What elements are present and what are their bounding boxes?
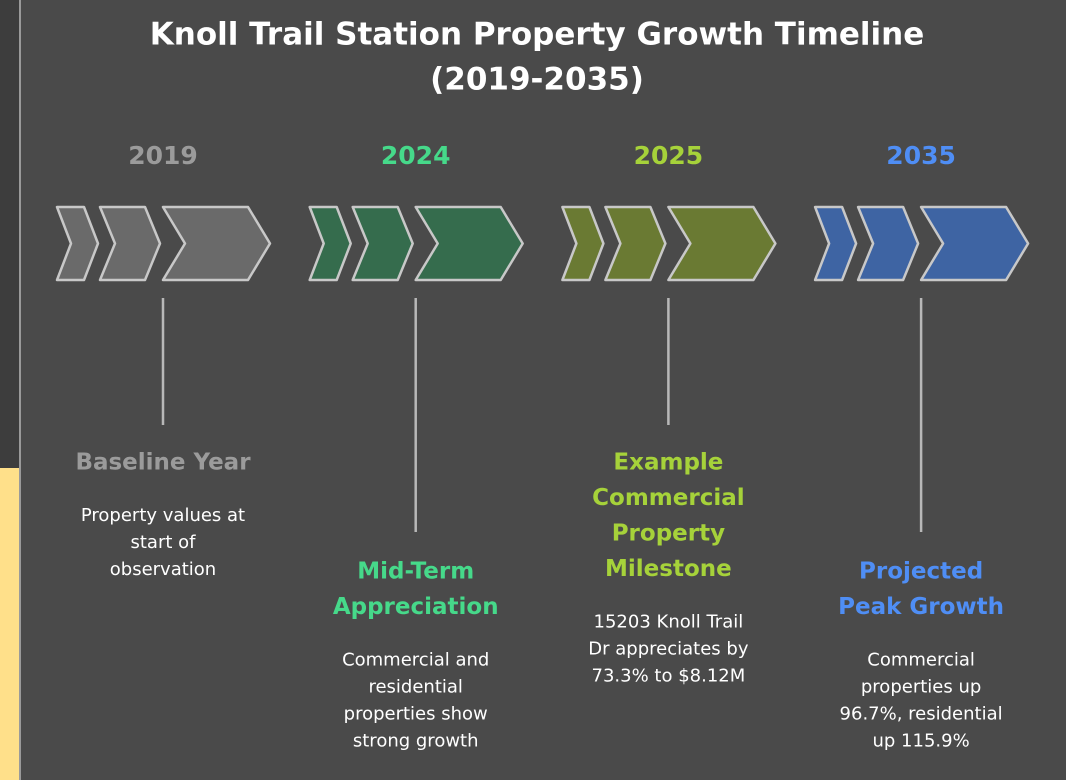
year: 2024	[381, 141, 451, 170]
milestone-description: 15203 Knoll Trail	[594, 612, 744, 633]
year: 2035	[886, 141, 956, 170]
title: Knoll Trail Station Property Growth Time…	[150, 17, 925, 53]
chevron	[55, 205, 100, 282]
year: 2025	[634, 141, 704, 170]
chevron	[98, 205, 162, 282]
milestone-description: strong growth	[353, 731, 479, 752]
title: (2019-2035)	[430, 62, 644, 98]
milestone-description: 96.7%, residential	[840, 704, 1003, 725]
chevron	[919, 205, 1030, 282]
milestone-description: observation	[110, 559, 216, 580]
chevron	[308, 205, 352, 282]
milestone-description: 73.3% to $8.12M	[592, 666, 746, 687]
chevron	[161, 205, 272, 282]
chevron	[856, 205, 920, 282]
milestone-title: Commercial	[592, 485, 744, 511]
milestone-title: Example	[613, 450, 723, 476]
chevron	[604, 205, 667, 282]
chevron	[561, 205, 605, 282]
milestone-description: properties show	[344, 704, 488, 725]
milestone-title: Mid-Term	[357, 559, 474, 585]
chevron	[813, 205, 858, 282]
milestone-description: start of	[131, 532, 197, 553]
milestone-description: up 115.9%	[872, 731, 969, 752]
chevron	[414, 205, 524, 282]
milestone-description: Property values at	[81, 505, 245, 526]
side-highlight	[0, 468, 19, 780]
chevron	[667, 205, 777, 282]
milestone-description: Commercial and	[342, 650, 489, 671]
milestone-title: Property	[612, 521, 725, 547]
milestone-description: Dr appreciates by	[588, 639, 749, 660]
milestone-title: Baseline Year	[75, 450, 251, 476]
milestone-title: Projected	[859, 559, 983, 585]
milestone-description: residential	[368, 677, 462, 698]
milestone-description: Commercial	[867, 650, 975, 671]
milestone-title: Peak Growth	[838, 594, 1004, 620]
chevron	[351, 205, 414, 282]
milestone-description: properties up	[861, 677, 981, 698]
milestone-title: Appreciation	[333, 594, 499, 620]
milestone-title: Milestone	[605, 556, 732, 582]
year: 2019	[128, 141, 198, 170]
